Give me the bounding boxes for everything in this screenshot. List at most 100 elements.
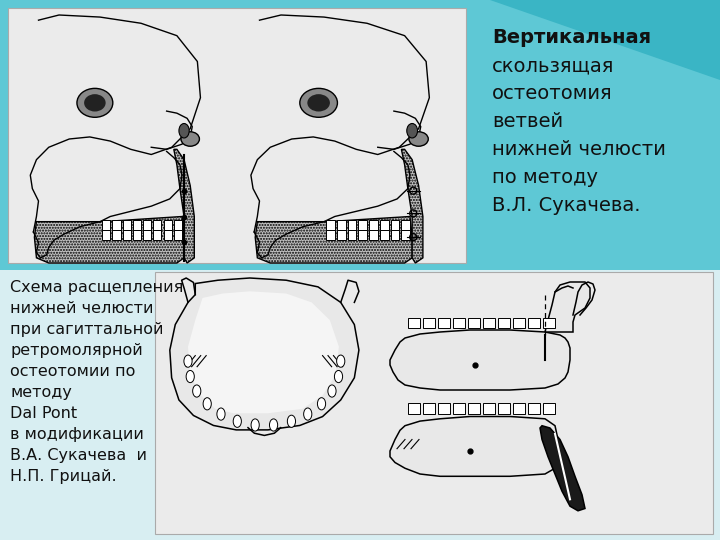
Ellipse shape bbox=[186, 370, 194, 383]
Bar bbox=[438, 403, 450, 414]
Polygon shape bbox=[390, 416, 558, 476]
Bar bbox=[513, 318, 525, 328]
Ellipse shape bbox=[251, 419, 259, 431]
Bar bbox=[155, 272, 713, 534]
Bar bbox=[468, 318, 480, 328]
Bar bbox=[122, 220, 131, 230]
Text: Dal Pont: Dal Pont bbox=[10, 406, 77, 421]
Polygon shape bbox=[490, 0, 720, 80]
Bar bbox=[143, 220, 151, 230]
Polygon shape bbox=[188, 291, 339, 413]
Bar bbox=[391, 220, 400, 230]
Text: Н.П. Грицай.: Н.П. Грицай. bbox=[10, 469, 117, 484]
Bar bbox=[402, 230, 410, 240]
Ellipse shape bbox=[409, 132, 428, 146]
Bar bbox=[380, 220, 389, 230]
Bar bbox=[163, 220, 172, 230]
Ellipse shape bbox=[233, 415, 241, 427]
Bar bbox=[483, 403, 495, 414]
Bar bbox=[453, 318, 465, 328]
Bar bbox=[174, 230, 182, 240]
Ellipse shape bbox=[269, 419, 278, 431]
Text: остеотомии по: остеотомии по bbox=[10, 364, 135, 379]
Polygon shape bbox=[170, 278, 359, 430]
Polygon shape bbox=[540, 426, 585, 511]
Bar bbox=[408, 403, 420, 414]
Bar bbox=[423, 318, 435, 328]
Bar bbox=[498, 403, 510, 414]
Bar bbox=[528, 403, 540, 414]
Polygon shape bbox=[402, 150, 423, 263]
Bar bbox=[174, 220, 182, 230]
Bar bbox=[102, 220, 110, 230]
Ellipse shape bbox=[203, 397, 211, 410]
Text: методу: методу bbox=[10, 385, 72, 400]
Bar bbox=[483, 318, 495, 328]
Bar bbox=[0, 0, 720, 270]
Bar bbox=[438, 318, 450, 328]
Ellipse shape bbox=[337, 355, 345, 367]
Bar bbox=[513, 403, 525, 414]
Polygon shape bbox=[390, 330, 570, 390]
Bar bbox=[391, 230, 400, 240]
Ellipse shape bbox=[217, 408, 225, 420]
Bar bbox=[348, 230, 356, 240]
Bar bbox=[528, 318, 540, 328]
Text: при сагиттальной: при сагиттальной bbox=[10, 322, 163, 337]
Text: нижней челюсти: нижней челюсти bbox=[10, 301, 153, 316]
Ellipse shape bbox=[334, 370, 343, 383]
Text: ретромолярной: ретромолярной bbox=[10, 343, 143, 358]
Bar bbox=[402, 220, 410, 230]
Bar bbox=[369, 230, 378, 240]
Ellipse shape bbox=[179, 124, 189, 138]
Text: нижней челюсти: нижней челюсти bbox=[492, 140, 666, 159]
Text: скользящая: скользящая bbox=[492, 56, 614, 75]
Ellipse shape bbox=[181, 132, 199, 146]
Bar bbox=[112, 230, 120, 240]
Ellipse shape bbox=[318, 397, 325, 410]
Ellipse shape bbox=[287, 415, 295, 427]
Bar bbox=[359, 230, 367, 240]
Bar bbox=[543, 403, 555, 414]
Bar bbox=[163, 230, 172, 240]
Text: ветвей: ветвей bbox=[492, 112, 563, 131]
Bar bbox=[153, 220, 161, 230]
Text: В.А. Сукачева  и: В.А. Сукачева и bbox=[10, 448, 147, 463]
Bar bbox=[132, 220, 141, 230]
Bar bbox=[408, 318, 420, 328]
Text: Вертикальная: Вертикальная bbox=[492, 28, 651, 47]
Ellipse shape bbox=[300, 89, 338, 117]
Bar bbox=[453, 403, 465, 414]
Bar bbox=[380, 230, 389, 240]
Bar bbox=[543, 318, 555, 328]
Ellipse shape bbox=[304, 408, 312, 420]
Bar bbox=[337, 230, 346, 240]
Bar bbox=[468, 403, 480, 414]
Ellipse shape bbox=[407, 124, 418, 138]
Bar bbox=[498, 318, 510, 328]
Bar bbox=[326, 230, 335, 240]
Bar bbox=[348, 220, 356, 230]
Bar bbox=[369, 220, 378, 230]
Bar bbox=[8, 8, 466, 263]
Ellipse shape bbox=[77, 89, 113, 117]
Bar bbox=[326, 220, 335, 230]
Ellipse shape bbox=[184, 355, 192, 367]
Bar bbox=[112, 220, 120, 230]
Bar bbox=[423, 403, 435, 414]
Polygon shape bbox=[174, 150, 194, 263]
Bar bbox=[359, 220, 367, 230]
Text: В.Л. Сукачева.: В.Л. Сукачева. bbox=[492, 196, 641, 215]
Polygon shape bbox=[35, 217, 184, 263]
Text: остеотомия: остеотомия bbox=[492, 84, 613, 103]
Polygon shape bbox=[255, 217, 412, 263]
Text: Схема расщепления: Схема расщепления bbox=[10, 280, 184, 295]
Ellipse shape bbox=[193, 385, 201, 397]
Ellipse shape bbox=[84, 94, 106, 112]
Bar bbox=[143, 230, 151, 240]
Text: в модификации: в модификации bbox=[10, 427, 144, 442]
Ellipse shape bbox=[328, 385, 336, 397]
Bar bbox=[153, 230, 161, 240]
Bar bbox=[102, 230, 110, 240]
Bar bbox=[0, 270, 720, 540]
